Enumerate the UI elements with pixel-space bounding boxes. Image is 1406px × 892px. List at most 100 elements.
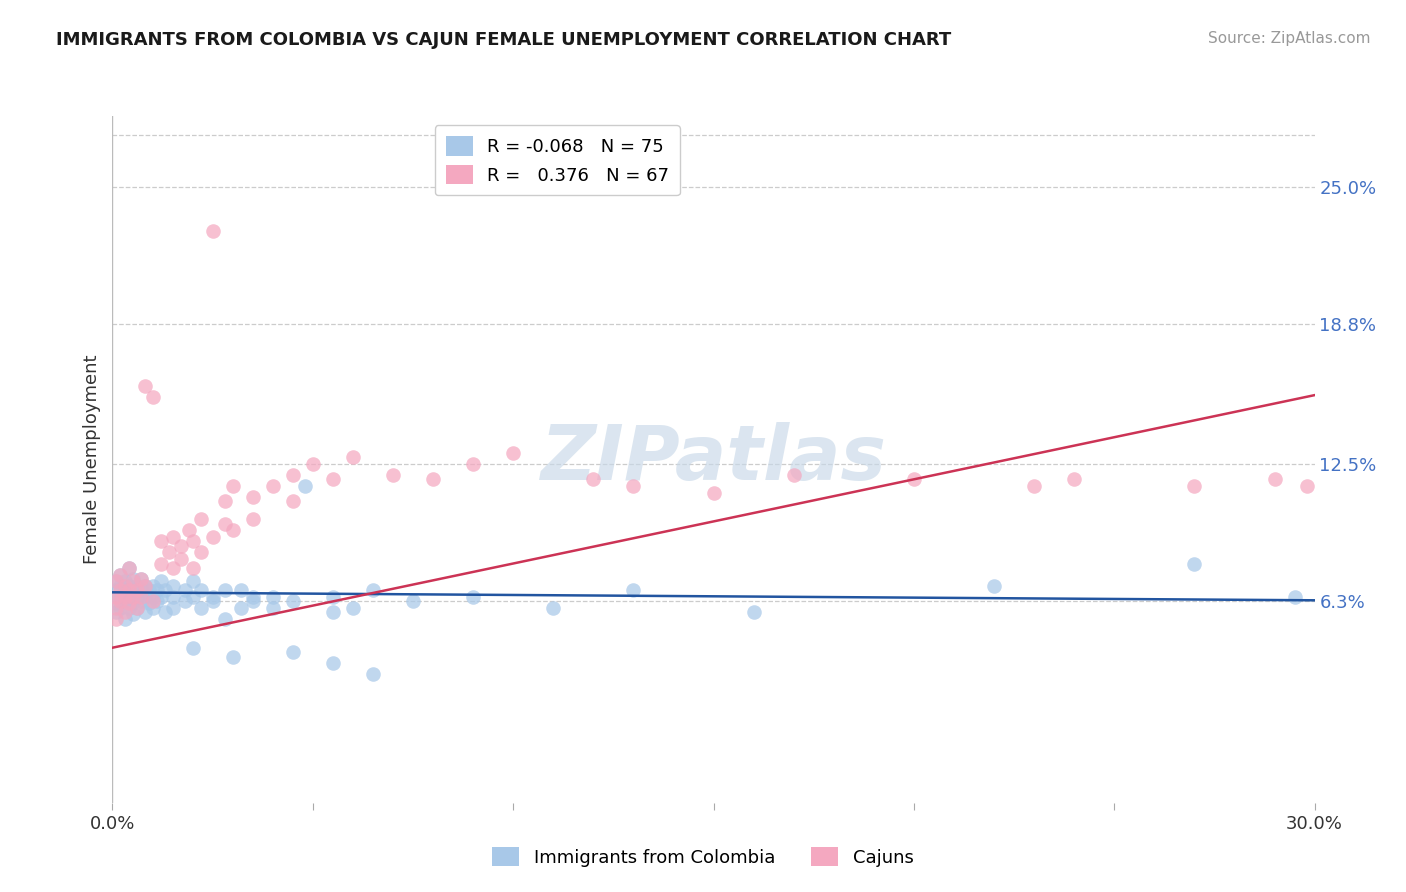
Point bbox=[222, 479, 245, 493]
Point bbox=[402, 594, 425, 608]
Point bbox=[125, 600, 148, 615]
Point bbox=[361, 583, 384, 598]
Point bbox=[110, 567, 132, 582]
Point bbox=[782, 467, 804, 482]
Point bbox=[342, 450, 364, 465]
Point bbox=[361, 667, 384, 681]
Point bbox=[125, 579, 148, 593]
Point bbox=[181, 590, 204, 604]
Point bbox=[242, 512, 264, 526]
Point bbox=[262, 600, 284, 615]
Point bbox=[149, 557, 172, 571]
Point bbox=[105, 612, 128, 626]
Point bbox=[117, 579, 139, 593]
Point bbox=[903, 472, 925, 486]
Point bbox=[129, 583, 152, 598]
Point bbox=[181, 640, 204, 655]
Point bbox=[190, 545, 212, 559]
Point bbox=[114, 612, 136, 626]
Point bbox=[125, 600, 148, 615]
Point bbox=[190, 600, 212, 615]
Point bbox=[149, 574, 172, 589]
Text: ZIPatlas: ZIPatlas bbox=[540, 423, 887, 496]
Point bbox=[173, 594, 195, 608]
Point bbox=[621, 583, 644, 598]
Point bbox=[149, 590, 172, 604]
Point bbox=[190, 512, 212, 526]
Point bbox=[742, 605, 765, 619]
Point bbox=[543, 600, 565, 615]
Point bbox=[181, 561, 204, 575]
Point bbox=[162, 561, 184, 575]
Point bbox=[229, 600, 252, 615]
Point bbox=[262, 590, 284, 604]
Point bbox=[114, 594, 136, 608]
Text: Source: ZipAtlas.com: Source: ZipAtlas.com bbox=[1208, 31, 1371, 46]
Legend: Immigrants from Colombia, Cajuns: Immigrants from Colombia, Cajuns bbox=[485, 840, 921, 874]
Point bbox=[129, 572, 152, 586]
Point bbox=[134, 590, 156, 604]
Point bbox=[114, 605, 136, 619]
Point bbox=[114, 579, 136, 593]
Point bbox=[145, 594, 167, 608]
Legend: R = -0.068   N = 75, R =   0.376   N = 67: R = -0.068 N = 75, R = 0.376 N = 67 bbox=[434, 125, 681, 195]
Point bbox=[141, 579, 163, 593]
Point bbox=[1184, 479, 1206, 493]
Point bbox=[121, 596, 143, 610]
Point bbox=[110, 594, 132, 608]
Point bbox=[117, 590, 139, 604]
Point bbox=[129, 572, 152, 586]
Point bbox=[141, 390, 163, 404]
Point bbox=[177, 523, 200, 537]
Point bbox=[322, 605, 344, 619]
Point bbox=[214, 494, 236, 508]
Point bbox=[242, 590, 264, 604]
Point bbox=[582, 472, 605, 486]
Point bbox=[125, 590, 148, 604]
Point bbox=[117, 583, 139, 598]
Point bbox=[117, 561, 139, 575]
Point bbox=[105, 574, 128, 589]
Point bbox=[121, 583, 143, 598]
Point bbox=[138, 583, 160, 598]
Point bbox=[110, 579, 132, 593]
Point bbox=[110, 567, 132, 582]
Point bbox=[201, 590, 224, 604]
Point bbox=[121, 574, 143, 589]
Point bbox=[105, 605, 128, 619]
Point bbox=[281, 467, 304, 482]
Point bbox=[302, 457, 325, 471]
Point bbox=[422, 472, 444, 486]
Point bbox=[262, 479, 284, 493]
Point bbox=[141, 594, 163, 608]
Point bbox=[138, 596, 160, 610]
Point bbox=[114, 583, 136, 598]
Point bbox=[169, 539, 191, 553]
Point bbox=[281, 645, 304, 659]
Point bbox=[502, 446, 524, 460]
Point bbox=[162, 579, 184, 593]
Point bbox=[141, 590, 163, 604]
Point bbox=[342, 600, 364, 615]
Point bbox=[214, 612, 236, 626]
Point bbox=[121, 572, 143, 586]
Point bbox=[145, 583, 167, 598]
Point bbox=[110, 600, 132, 615]
Point bbox=[110, 590, 132, 604]
Point bbox=[322, 657, 344, 671]
Point bbox=[121, 590, 143, 604]
Point bbox=[242, 490, 264, 504]
Point bbox=[214, 583, 236, 598]
Point bbox=[105, 590, 128, 604]
Point bbox=[110, 583, 132, 598]
Point bbox=[134, 379, 156, 393]
Point bbox=[129, 594, 152, 608]
Point bbox=[382, 467, 405, 482]
Point bbox=[222, 523, 245, 537]
Point bbox=[134, 605, 156, 619]
Point bbox=[281, 594, 304, 608]
Point bbox=[983, 579, 1005, 593]
Point bbox=[125, 583, 148, 598]
Point bbox=[190, 583, 212, 598]
Point bbox=[294, 479, 316, 493]
